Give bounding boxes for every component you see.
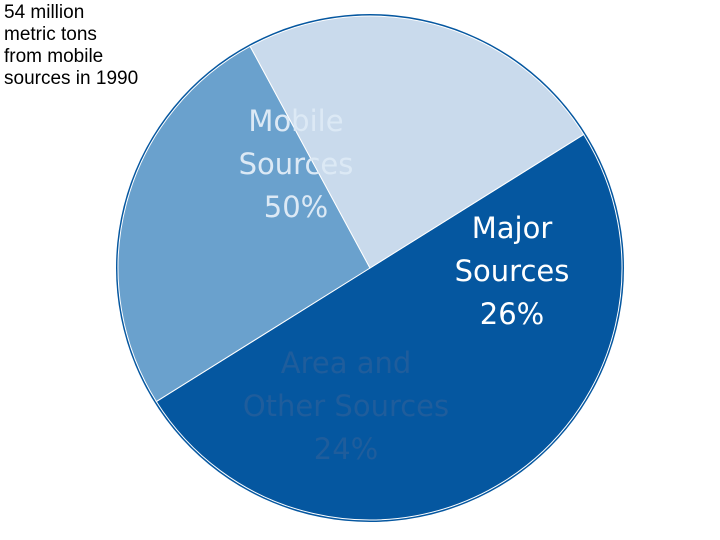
pie-slice-label-line: Mobile bbox=[248, 104, 343, 138]
pie-slice-0 bbox=[155, 133, 623, 521]
pie-slice-label-line: 24% bbox=[314, 432, 378, 466]
pie-slice-label-line: Sources bbox=[239, 147, 354, 181]
pie-slice-1 bbox=[117, 45, 371, 403]
pie-slice-label-2: Area and Other Sources 24% bbox=[243, 346, 449, 466]
pie-slice-label-1: Major Sources 26% bbox=[455, 211, 570, 331]
pie-slice-label-line: Other Sources bbox=[243, 389, 449, 423]
pie-slice-label-0: Mobile Sources 50% bbox=[239, 104, 354, 224]
pie-slice-label-line: 50% bbox=[264, 190, 328, 224]
pie-slice-label-line: 26% bbox=[480, 297, 544, 331]
pie-slice-label-line: Area and bbox=[281, 346, 412, 380]
pie-slice-2 bbox=[249, 15, 585, 269]
pie-slice-label-line: Sources bbox=[455, 254, 570, 288]
chart-caption: 54 million metric tons from mobile sourc… bbox=[4, 2, 139, 89]
pie-slice-label-line: Major bbox=[472, 211, 553, 245]
